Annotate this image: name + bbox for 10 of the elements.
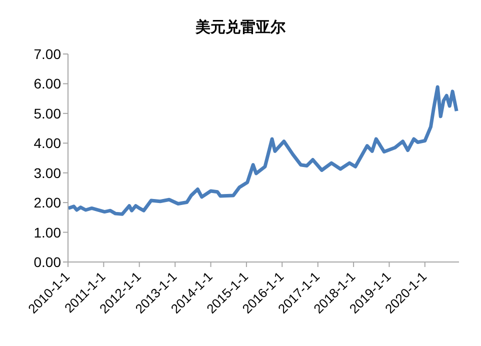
chart-title: 美元兑雷亚尔 bbox=[194, 18, 286, 38]
line-series bbox=[68, 85, 458, 216]
y-tick-label: 2.00 bbox=[34, 194, 62, 211]
y-tick-label: 6.00 bbox=[34, 76, 62, 92]
y-tick-label: 0.00 bbox=[34, 254, 62, 270]
y-tick-label: 1.00 bbox=[34, 224, 62, 240]
y-tick-label: 4.00 bbox=[34, 135, 62, 152]
y-tick-label: 3.00 bbox=[34, 164, 62, 181]
y-tick-label: 5.00 bbox=[34, 105, 62, 122]
y-tick-label: 7.00 bbox=[34, 46, 62, 62]
